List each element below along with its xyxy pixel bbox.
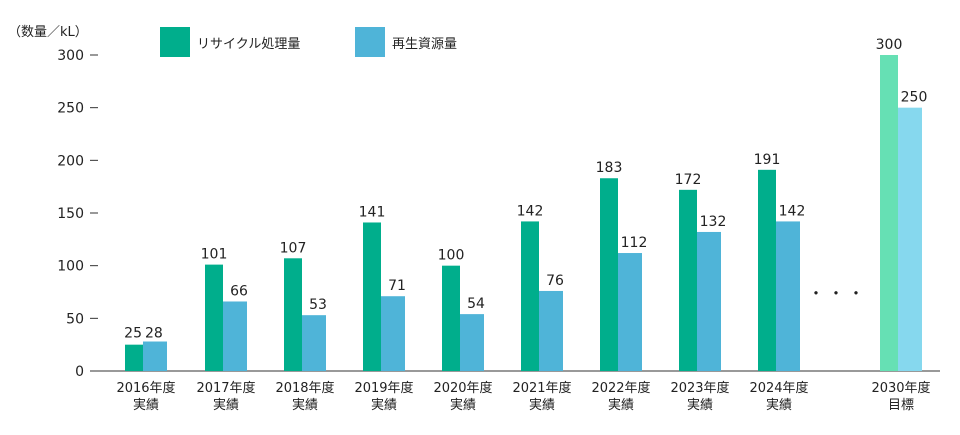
bar-recycle [125, 344, 143, 371]
ellipsis: ・・・ [808, 284, 868, 303]
legend-swatch-resource [355, 27, 385, 57]
y-tick-label: 0 [75, 364, 84, 380]
data-label-resource: 250 [901, 90, 928, 106]
x-tick-label-year: 2016年度 [116, 380, 175, 396]
bar-recycle [521, 221, 539, 371]
bar-recycle [205, 264, 223, 371]
legend: リサイクル処理量 再生資源量 [160, 27, 457, 57]
x-tick-label-year: 2022年度 [591, 380, 650, 396]
legend-label-recycle: リサイクル処理量 [197, 37, 300, 52]
x-tick-label-type: 実績 [133, 397, 159, 413]
x-tick-label-type: 実績 [608, 397, 634, 413]
y-tick-label: 100 [57, 259, 84, 275]
bar-resource [460, 314, 484, 371]
bar-recycle [363, 222, 381, 371]
data-label-recycle: 100 [438, 248, 465, 264]
data-label-resource: 66 [230, 283, 248, 299]
x-tick-label-type: 実績 [687, 397, 713, 413]
bar-resource [618, 253, 642, 371]
bar-recycle [442, 265, 460, 371]
x-tick-label-type: 実績 [292, 397, 318, 413]
bar-resource [223, 301, 247, 371]
y-tick-label: 150 [57, 206, 84, 222]
bar-recycle [679, 189, 697, 371]
data-label-recycle: 300 [876, 37, 903, 53]
x-tick-label-year: 2020年度 [433, 380, 492, 396]
x-tick-label-type: 目標 [888, 398, 914, 413]
data-label-resource: 71 [388, 278, 406, 294]
data-label-resource: 112 [621, 235, 648, 251]
data-label-recycle: 107 [280, 240, 307, 256]
data-label-resource: 28 [145, 326, 163, 342]
y-tick-label: 50 [66, 311, 84, 327]
x-tick-label-type: 実績 [371, 397, 397, 413]
bar-recycle [284, 258, 302, 371]
bar-recycle [880, 55, 898, 371]
y-unit-label: （数量／kL） [8, 25, 88, 40]
bar-resource [302, 315, 326, 371]
y-tick-label: 300 [57, 48, 84, 64]
x-tick-label-year: 2018年度 [275, 380, 334, 396]
bar-resource [898, 107, 922, 372]
data-label-recycle: 101 [201, 247, 228, 263]
bars: 25 282016年度実績101662017年度実績107532018年度実績14… [116, 37, 930, 413]
bar-resource [776, 221, 800, 371]
data-label-recycle: 172 [675, 172, 702, 188]
bar-recycle [758, 169, 776, 371]
y-tick-label: 250 [57, 101, 84, 117]
bar-resource [381, 296, 405, 371]
bar-recycle [600, 178, 618, 371]
data-label-recycle: 191 [754, 152, 781, 168]
x-tick-label-year: 2023年度 [670, 380, 729, 396]
x-tick-label-year: 2030年度 [871, 380, 930, 396]
x-tick-label-type: 実績 [766, 397, 792, 413]
x-tick-label-year: 2019年度 [354, 380, 413, 396]
x-tick-label-type: 実績 [529, 397, 555, 413]
data-label-resource: 142 [779, 203, 806, 219]
x-tick-label-year: 2024年度 [749, 380, 808, 396]
data-label-resource: 132 [700, 214, 727, 230]
data-label-recycle: 141 [359, 204, 386, 220]
y-axis: 0 50 100 150 200 250 300 [57, 48, 98, 380]
data-label-recycle: 142 [517, 203, 544, 219]
data-label-recycle: 183 [596, 160, 623, 176]
x-tick-label-type: 実績 [450, 397, 476, 413]
data-label-resource: 53 [309, 297, 327, 313]
bar-resource [697, 231, 721, 371]
data-label-resource: 54 [467, 296, 485, 312]
y-tick-label: 200 [57, 153, 84, 169]
legend-label-resource: 再生資源量 [392, 37, 457, 52]
x-tick-label-type: 実績 [213, 397, 239, 413]
x-tick-label-year: 2021年度 [512, 380, 571, 396]
data-label-recycle: 25 [124, 326, 142, 342]
bar-resource [143, 341, 167, 371]
data-label-resource: 76 [546, 273, 564, 289]
legend-swatch-recycle [160, 27, 190, 57]
x-tick-label-year: 2017年度 [196, 380, 255, 396]
bar-resource [539, 290, 563, 371]
